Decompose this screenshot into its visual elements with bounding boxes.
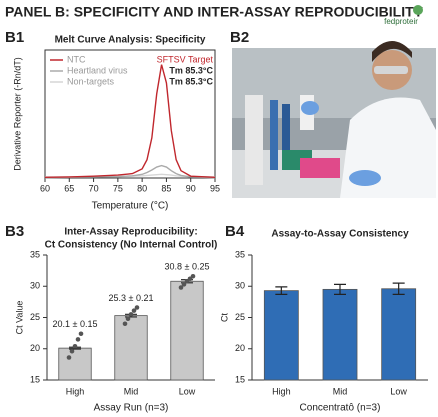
- y-tick-label: 35: [30, 249, 40, 259]
- data-point: [134, 305, 140, 310]
- bar: [263, 290, 299, 381]
- series-line: [44, 64, 216, 178]
- x-tick-label: 60: [40, 183, 50, 193]
- chart-title: Inter-Assay Reproducibility:: [64, 227, 197, 238]
- data-point: [72, 343, 78, 349]
- x-tick-label: 70: [89, 183, 99, 193]
- value-label: 30.8 ± 0.25: [165, 262, 210, 272]
- panel-label: B3: [5, 223, 24, 240]
- header-title: PANEL B: SPECIFICITY AND INTER-ASSAY REP…: [5, 4, 424, 20]
- x-tick-label: 80: [137, 183, 147, 193]
- legend-label: NTC: [67, 54, 86, 64]
- bar: [381, 288, 417, 381]
- x-tick-label: 85: [161, 183, 171, 193]
- x-axis-label: Assay Run (n=3): [94, 403, 169, 414]
- y-tick-label: 30: [235, 281, 245, 291]
- data-point: [131, 308, 137, 313]
- y-tick-label: 20: [235, 343, 245, 353]
- x-tick-label: Mid: [124, 386, 139, 396]
- value-label: 25.3 ± 0.21: [109, 293, 154, 303]
- y-tick-label: 35: [235, 249, 245, 259]
- y-tick-label: 30: [30, 281, 40, 291]
- panel-label: B4: [225, 223, 245, 240]
- plot-frame: [44, 49, 216, 179]
- series-line: [44, 164, 216, 179]
- y-tick-label: 15: [30, 374, 40, 384]
- y-tick-label: 20: [30, 343, 40, 353]
- x-tick-label: High: [66, 386, 85, 396]
- legend-label: Non-targets: [67, 76, 115, 86]
- data-point: [66, 355, 72, 360]
- lab-photo: [232, 41, 436, 198]
- panel-label: B2: [230, 29, 249, 46]
- chart-title: Melt Curve Analysis: Specificity: [55, 35, 206, 46]
- data-point: [125, 316, 131, 322]
- chart-title: Ct Consistency (No Internal Control): [45, 240, 218, 251]
- chart-title: Assay-to-Assay Consistency: [271, 229, 409, 240]
- value-label: 20.1 ± 0.15: [53, 319, 98, 329]
- logo-icon: [413, 5, 423, 15]
- data-point: [190, 273, 196, 279]
- data-point: [128, 312, 134, 317]
- x-tick-label: High: [272, 386, 291, 396]
- error-bar: [392, 282, 405, 295]
- bar: [322, 288, 358, 381]
- data-point: [75, 337, 81, 342]
- logo: fedproteir: [384, 17, 418, 26]
- x-tick-label: 65: [64, 183, 74, 193]
- y-axis-label: Ct: [219, 313, 229, 322]
- y-axis-label: Derivative Reporter (-Rn/dT): [12, 57, 22, 171]
- annotation: SFTSV Target: [157, 54, 214, 64]
- data-point: [78, 331, 84, 337]
- bar: [170, 280, 204, 381]
- x-tick-label: 95: [210, 183, 220, 193]
- error-bar: [275, 286, 288, 295]
- panel-label: B1: [5, 29, 24, 46]
- annotation: Tm 85.3°C: [169, 65, 213, 75]
- data-point: [178, 285, 184, 290]
- x-tick-label: Low: [390, 386, 407, 396]
- bar: [114, 315, 148, 381]
- x-tick-label: Mid: [333, 386, 348, 396]
- x-axis-label: Temperature (°C): [92, 201, 169, 212]
- y-axis-label: Ct Value: [14, 301, 24, 335]
- y-tick-label: 15: [235, 374, 245, 384]
- x-tick-label: 75: [113, 183, 123, 193]
- x-tick-label: 90: [186, 183, 196, 193]
- data-point: [181, 282, 187, 287]
- y-tick-label: 25: [235, 312, 245, 322]
- annotation: Tm 85.3°C: [169, 76, 213, 86]
- error-bar: [334, 283, 346, 295]
- x-axis-label: Concentratô (n=3): [300, 403, 381, 414]
- data-point: [69, 348, 75, 354]
- data-point: [122, 321, 128, 327]
- x-tick-label: Low: [179, 386, 196, 396]
- legend-label: Heartland virus: [67, 65, 128, 75]
- y-tick-label: 25: [30, 312, 40, 322]
- bar: [58, 347, 92, 381]
